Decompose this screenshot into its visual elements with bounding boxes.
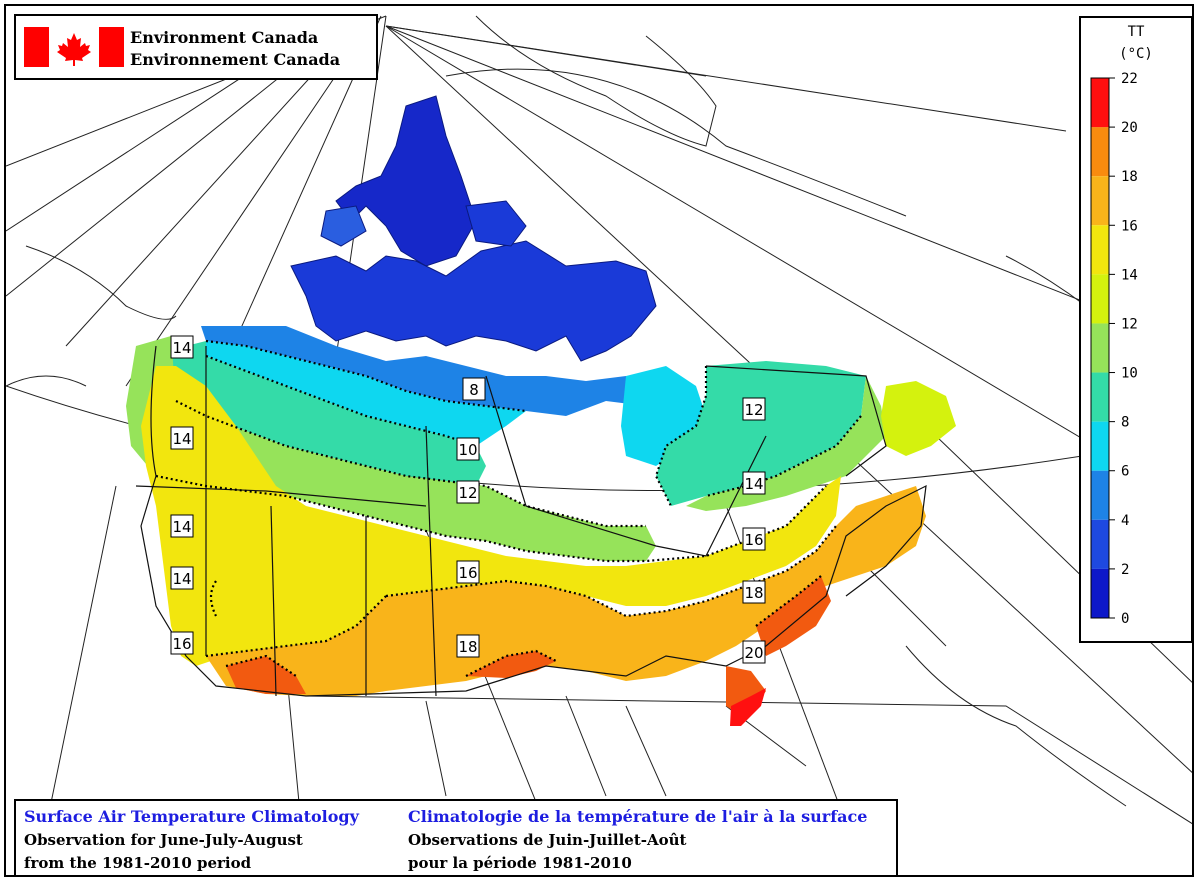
contour-label: 18 [742, 580, 766, 604]
svg-text:14: 14 [172, 430, 191, 448]
svg-text:14: 14 [172, 570, 191, 588]
contour-label: 14 [170, 566, 194, 590]
svg-text:18: 18 [744, 584, 763, 602]
caption-years-english: from the 1981-2010 period [24, 854, 252, 872]
isotherm-lines [155, 339, 862, 677]
map-frame: 14 14 14 14 16 8 10 12 16 18 12 14 16 18… [4, 4, 1194, 877]
temperature-map: 14 14 14 14 16 8 10 12 16 18 12 14 16 18… [6, 15, 1192, 875]
legend-tick-label: 18 [1121, 169, 1138, 185]
svg-text:14: 14 [744, 475, 763, 493]
legend-color-segment [1091, 421, 1109, 471]
legend-tick-label: 2 [1121, 562, 1129, 578]
contour-label: 8 [462, 377, 486, 401]
contour-label: 16 [170, 631, 194, 655]
caption-title-french: Climatologie de la température de l'air … [408, 807, 868, 826]
caption-years-french: pour la période 1981-2010 [408, 854, 632, 872]
legend-tick-label: 16 [1121, 218, 1138, 234]
color-legend: TT (°C) 22 20 18 16 14 12 10 8 6 4 2 0 [1079, 16, 1192, 643]
provincial-boundaries [135, 345, 927, 697]
legend-tick-label: 20 [1121, 120, 1138, 136]
legend-tick-label: 12 [1121, 316, 1138, 332]
legend-tick-label: 6 [1121, 464, 1129, 480]
legend-color-segment [1091, 225, 1109, 275]
legend-bar-border [1090, 77, 1110, 619]
legend-variable: TT [1127, 24, 1145, 40]
svg-text:16: 16 [172, 635, 191, 653]
legend-unit: (°C) [1119, 46, 1153, 62]
caption-period-english: Observation for June-July-August [24, 831, 303, 849]
contour-label: 12 [456, 480, 480, 504]
contour-labels: 14 14 14 14 16 8 10 12 16 18 12 14 16 18… [170, 335, 766, 664]
contour-label: 14 [170, 426, 194, 450]
contour-label: 12 [742, 397, 766, 421]
legend-tick-label: 4 [1121, 513, 1129, 529]
contour-label: 14 [170, 335, 194, 359]
legend-color-segment [1091, 372, 1109, 422]
legend-color-segment [1091, 568, 1109, 618]
contour-label: 18 [456, 634, 480, 658]
svg-text:14: 14 [172, 518, 191, 536]
contour-label: 14 [170, 514, 194, 538]
contour-label: 16 [742, 527, 766, 551]
legend-color-segment [1091, 470, 1109, 520]
svg-text:16: 16 [744, 531, 763, 549]
arctic-islands [290, 95, 657, 362]
contour-label: 16 [456, 560, 480, 584]
temperature-field [126, 326, 956, 726]
legend-color-segment [1091, 323, 1109, 373]
org-name-french: Environnement Canada [130, 50, 341, 69]
svg-text:18: 18 [458, 638, 477, 656]
canada-flag-icon [24, 27, 124, 67]
svg-text:14: 14 [172, 339, 191, 357]
legend-color-segment [1091, 519, 1109, 569]
svg-text:8: 8 [469, 381, 479, 399]
legend-color-segment [1091, 78, 1109, 128]
legend-color-segment [1091, 274, 1109, 324]
environment-canada-logo: Environment Canada Environnement Canada [14, 14, 378, 80]
svg-text:16: 16 [458, 564, 477, 582]
legend-color-segment [1091, 176, 1109, 226]
contour-label: 14 [742, 471, 766, 495]
org-name-english: Environment Canada [130, 28, 319, 47]
legend-tick-label: 8 [1121, 415, 1129, 431]
legend-tick-label: 0 [1121, 611, 1129, 627]
svg-text:12: 12 [744, 401, 763, 419]
svg-text:12: 12 [458, 484, 477, 502]
legend-color-segment [1091, 127, 1109, 177]
caption-title-english: Surface Air Temperature Climatology [24, 807, 359, 826]
caption-box: Surface Air Temperature Climatology Obse… [14, 799, 898, 875]
svg-text:20: 20 [744, 644, 763, 662]
legend-tick-label: 14 [1121, 267, 1138, 283]
contour-label: 20 [742, 640, 766, 664]
legend-tick-label: 10 [1121, 366, 1138, 382]
caption-period-french: Observations de Juin-Juillet-Août [408, 831, 687, 849]
contour-label: 10 [456, 437, 480, 461]
svg-text:10: 10 [458, 441, 477, 459]
legend-tick-label: 22 [1121, 71, 1138, 87]
